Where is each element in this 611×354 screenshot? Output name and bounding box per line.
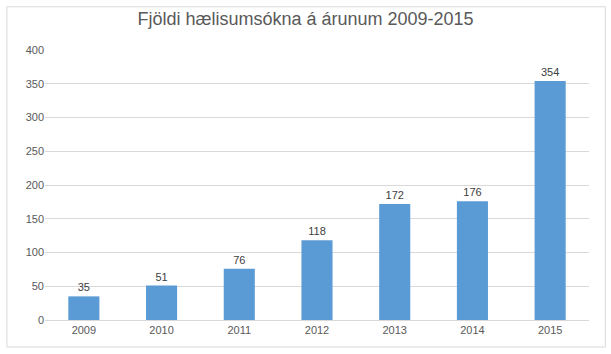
- svg-text:2013: 2013: [382, 324, 406, 336]
- svg-text:200: 200: [26, 179, 44, 191]
- svg-text:250: 250: [26, 145, 44, 157]
- svg-text:2011: 2011: [227, 324, 251, 336]
- svg-text:100: 100: [26, 246, 44, 258]
- svg-text:2009: 2009: [72, 324, 96, 336]
- svg-text:400: 400: [26, 44, 44, 56]
- svg-text:Fjöldi hælisumsókna á árunum 2: Fjöldi hælisumsókna á árunum 2009-2015: [137, 9, 473, 29]
- svg-text:2012: 2012: [305, 324, 329, 336]
- svg-text:176: 176: [463, 186, 481, 198]
- svg-text:35: 35: [78, 281, 90, 293]
- svg-text:50: 50: [32, 280, 44, 292]
- svg-text:51: 51: [155, 271, 167, 283]
- svg-text:118: 118: [308, 225, 326, 237]
- svg-text:172: 172: [386, 189, 404, 201]
- svg-text:150: 150: [26, 213, 44, 225]
- svg-text:350: 350: [26, 78, 44, 90]
- svg-text:0: 0: [38, 314, 44, 326]
- svg-text:2014: 2014: [460, 324, 484, 336]
- svg-text:300: 300: [26, 111, 44, 123]
- svg-text:2010: 2010: [149, 324, 173, 336]
- svg-text:76: 76: [233, 254, 245, 266]
- svg-text:354: 354: [541, 66, 559, 78]
- svg-text:2015: 2015: [538, 324, 562, 336]
